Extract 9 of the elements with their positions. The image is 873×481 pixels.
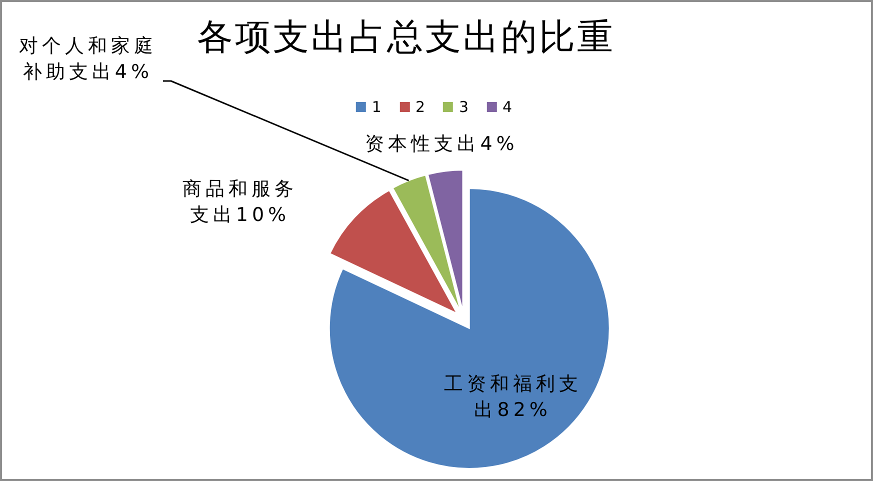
legend-label: 4 [502,98,512,116]
data-label: 工资和福利支出82% [442,372,583,423]
data-label: 资本性支出4% [364,132,520,158]
legend-label: 3 [459,98,469,116]
legend-label: 2 [415,98,425,116]
data-label: 对个人和家庭补助支出4% [18,34,158,85]
chart-title: 各项支出占总支出的比重 [197,17,615,58]
legend-label: 1 [372,98,382,116]
data-label: 商品和服务支出10% [182,177,298,228]
